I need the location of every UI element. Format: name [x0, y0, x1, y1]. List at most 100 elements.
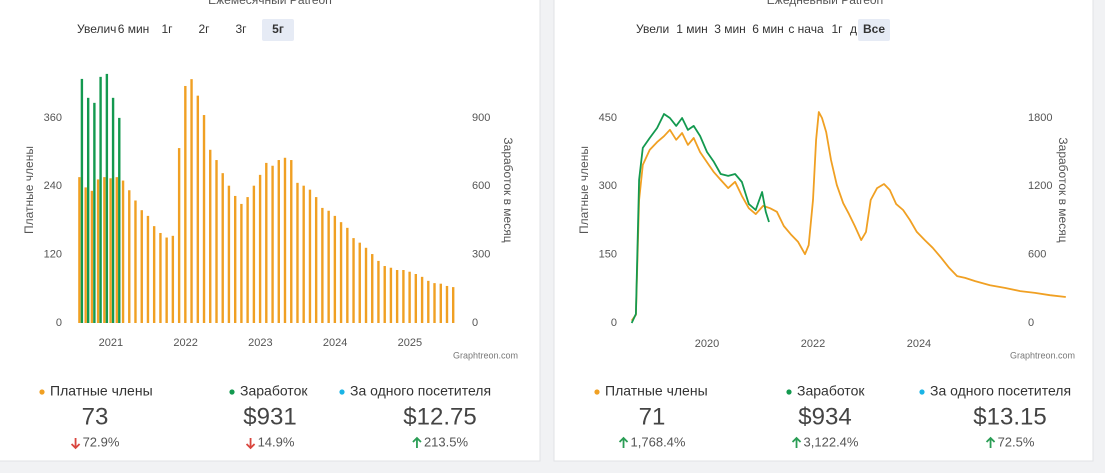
bar	[383, 266, 386, 323]
bar	[377, 260, 380, 323]
bar	[445, 285, 449, 323]
stat-value: $12.75	[403, 403, 476, 430]
bar	[427, 280, 430, 323]
y2-tick-label: 300	[472, 249, 490, 261]
bar	[105, 73, 109, 323]
x-tick-label: 2020	[695, 338, 719, 350]
zoom-button[interactable]: 1г	[831, 22, 843, 36]
y-tick-label: 360	[44, 112, 62, 124]
bar	[333, 215, 337, 323]
y-tick-label: 0	[56, 317, 62, 329]
legend-dot	[786, 389, 792, 395]
bar	[86, 97, 90, 323]
zoom-button[interactable]: Все	[863, 22, 885, 36]
bar	[414, 274, 418, 323]
credit: Graphtreon.com	[453, 350, 518, 360]
y-tick-label: 300	[599, 180, 617, 192]
bar	[227, 185, 231, 323]
bar	[93, 102, 96, 323]
zoom-button[interactable]: д	[850, 22, 857, 36]
stat-change: 213.5%	[424, 434, 469, 449]
panel	[0, 0, 541, 462]
bar	[258, 174, 262, 323]
bar	[177, 148, 181, 323]
change-arrow	[245, 438, 256, 450]
stat-change: 1,768.4%	[631, 434, 686, 449]
bar	[146, 215, 150, 323]
bar	[118, 117, 121, 323]
bar	[308, 189, 312, 323]
legend-dot	[919, 389, 925, 395]
legend-label[interactable]: Заработок	[797, 383, 865, 399]
zoom-button[interactable]: 3 мин	[714, 22, 746, 36]
bar	[321, 207, 324, 323]
legend-label[interactable]: Платные члены	[605, 383, 708, 399]
y2-tick-label: 600	[1028, 249, 1046, 261]
stat-value: $931	[243, 403, 296, 430]
change-arrow	[618, 436, 629, 448]
stat-change: 72.9%	[83, 434, 120, 449]
zoom-label: Увели	[636, 22, 669, 36]
bar	[252, 185, 256, 323]
zoom-button[interactable]: 5г	[272, 22, 284, 36]
legend-label[interactable]: За одного посетителя	[930, 383, 1071, 399]
y-axis-label: Платные члены	[577, 146, 591, 234]
chart-title: Ежемесячный Patreon	[208, 0, 332, 7]
bar	[152, 226, 156, 323]
change-arrow	[791, 436, 802, 448]
bar	[408, 271, 411, 323]
bar	[339, 222, 343, 323]
bar	[314, 197, 318, 323]
bar	[352, 238, 355, 323]
bar	[389, 267, 393, 323]
zoom-button[interactable]: 1г	[161, 22, 173, 36]
bar	[265, 162, 268, 323]
y-axis-label: Платные члены	[22, 146, 36, 234]
x-tick-label: 2022	[801, 338, 825, 350]
x-tick-label: 2021	[99, 337, 123, 349]
bar	[121, 180, 125, 323]
legend-dot	[339, 389, 345, 395]
bar	[99, 76, 102, 323]
bar	[202, 115, 206, 323]
bar	[439, 283, 442, 323]
zoom-button[interactable]: 6 мин	[752, 22, 784, 36]
y2-tick-label: 0	[472, 317, 478, 329]
y-tick-label: 240	[44, 180, 62, 192]
bar	[371, 254, 374, 323]
zoom-button[interactable]: 1 мин	[676, 22, 708, 36]
x-tick-label: 2025	[398, 337, 422, 349]
bar	[103, 177, 106, 323]
y-tick-label: 0	[611, 317, 617, 329]
bar	[221, 173, 224, 323]
x-tick-label: 2022	[173, 337, 197, 349]
y2-tick-label: 600	[472, 180, 490, 192]
legend-label[interactable]: Платные члены	[50, 383, 153, 399]
zoom-button[interactable]: 2г	[198, 22, 210, 36]
legend-label[interactable]: Заработок	[240, 383, 308, 399]
bar	[402, 270, 405, 323]
bar	[209, 149, 212, 323]
zoom-button[interactable]: 6 мин	[118, 22, 150, 36]
x-tick-label: 2024	[907, 338, 931, 350]
bar	[240, 203, 243, 323]
bar	[134, 200, 137, 323]
stat-value: 73	[82, 403, 109, 430]
stat-change: 3,122.4%	[804, 434, 859, 449]
zoom-button[interactable]: с нача	[788, 22, 824, 36]
y2-axis-label: Заработок в месяц	[501, 137, 515, 242]
zoom-button[interactable]: 3г	[235, 22, 247, 36]
bar	[90, 190, 94, 323]
bar	[196, 95, 200, 324]
change-arrow	[412, 436, 422, 448]
line	[630, 113, 770, 324]
legend-label[interactable]: За одного посетителя	[350, 383, 491, 399]
y2-axis-label: Заработок в месяц	[1056, 137, 1070, 242]
change-arrow	[985, 436, 996, 448]
bar	[128, 190, 131, 323]
stat-change: 72.5%	[998, 434, 1035, 449]
zoom-button-bg	[262, 19, 294, 41]
bar	[246, 197, 249, 323]
stat-value: $13.15	[973, 403, 1046, 430]
zoom-button-bg	[858, 19, 890, 41]
